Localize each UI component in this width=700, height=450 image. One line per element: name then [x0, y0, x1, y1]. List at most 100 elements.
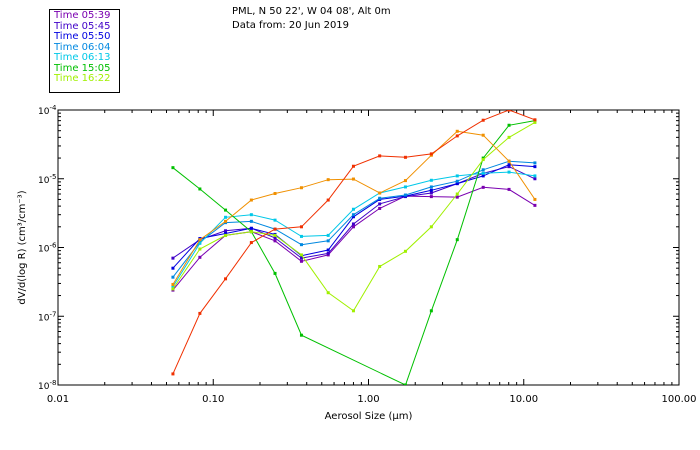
data-point-s3-9: [403, 193, 407, 197]
data-point-s4-7: [351, 207, 355, 211]
data-point-s2-7: [351, 215, 355, 219]
data-point-s7-9: [403, 179, 407, 183]
data-point-s2-3: [249, 226, 253, 230]
data-point-s7-1: [198, 238, 202, 242]
data-point-s5-8: [455, 238, 459, 242]
data-point-s3-5: [299, 243, 303, 247]
data-point-s6-14: [533, 120, 537, 124]
data-point-s3-7: [351, 213, 355, 217]
data-point-s0-7: [351, 225, 355, 229]
data-point-s8-3: [249, 241, 253, 245]
data-point-s7-2: [224, 219, 228, 223]
data-point-s2-13: [507, 163, 511, 167]
data-point-s6-0: [171, 287, 175, 291]
data-point-s6-13: [507, 135, 511, 139]
data-point-s8-11: [455, 134, 459, 138]
data-point-s2-2: [224, 231, 228, 235]
plot-frame: [57, 109, 680, 386]
data-point-s6-7: [351, 309, 355, 313]
data-point-s7-12: [481, 133, 485, 137]
data-point-s5-1: [198, 187, 202, 191]
data-point-s4-1: [198, 241, 202, 245]
data-point-s3-12: [481, 168, 485, 172]
data-point-s7-13: [507, 159, 511, 163]
data-point-s0-14: [533, 203, 537, 207]
data-point-s5-4: [273, 271, 277, 275]
data-point-s8-5: [299, 225, 303, 229]
data-point-s6-10: [429, 225, 433, 229]
data-point-s0-10: [429, 195, 433, 199]
data-point-s5-5: [299, 333, 303, 337]
data-point-s2-12: [481, 174, 485, 178]
legend-entry-0550: Time 05:50: [54, 31, 111, 42]
data-point-s0-12: [481, 185, 485, 189]
data-point-s6-8: [378, 264, 382, 268]
header-location: PML, N 50 22', W 04 08', Alt 0m: [232, 6, 391, 17]
data-point-s4-14: [533, 174, 537, 178]
data-point-s6-6: [326, 291, 330, 295]
data-point-s1-8: [378, 202, 382, 206]
x-tick-label: 100.00: [662, 394, 697, 405]
legend-entry-1505: Time 15:05: [54, 62, 111, 74]
data-point-s3-3: [249, 219, 253, 223]
series-group: [171, 110, 537, 385]
header-date: Data from: 20 Jun 2019: [232, 20, 350, 31]
legend-entry-0539: Time 05:39: [54, 10, 111, 21]
data-point-s1-7: [351, 222, 355, 226]
data-point-s7-3: [249, 198, 253, 202]
data-point-s1-0: [171, 256, 175, 260]
data-point-s8-1: [198, 311, 202, 315]
data-point-s0-5: [299, 259, 303, 263]
data-point-s6-9: [403, 249, 407, 253]
legend-entry-0545: Time 05:45: [54, 20, 111, 32]
data-point-s3-10: [429, 185, 433, 189]
series-line-0: [172, 186, 536, 291]
data-point-s7-11: [455, 129, 459, 133]
data-point-s2-14: [533, 165, 537, 169]
data-point-s6-2: [224, 233, 228, 237]
legend: Time 05:39 Time 05:45 Time 05:50 Time 06…: [49, 9, 120, 93]
data-point-s1-4: [273, 236, 277, 240]
data-point-s7-5: [299, 186, 303, 190]
data-point-s7-8: [378, 191, 382, 195]
data-point-s1-13: [507, 165, 511, 169]
data-point-s8-6: [326, 198, 330, 202]
series-line-4: [172, 171, 535, 287]
data-point-s4-11: [455, 174, 459, 178]
data-point-s8-4: [273, 227, 277, 231]
data-point-s8-12: [481, 118, 485, 122]
data-point-s6-5: [299, 253, 303, 257]
data-point-s4-13: [507, 170, 511, 174]
y-tick-label: 10-8: [38, 379, 56, 392]
x-tick-label: 1.00: [357, 394, 379, 405]
y-tick-label: 10-5: [38, 173, 56, 186]
y-axis-label: dV/d(log R) (cm³/cm⁻³): [17, 190, 28, 304]
data-point-s4-2: [224, 215, 228, 219]
data-point-s4-10: [429, 178, 433, 182]
y-tick-label: 10-6: [38, 242, 57, 255]
series-line-5: [172, 120, 535, 385]
data-point-s2-6: [326, 248, 330, 252]
data-point-s6-1: [198, 247, 202, 251]
data-point-s6-4: [273, 233, 277, 237]
data-point-s1-5: [299, 256, 303, 260]
data-point-s4-12: [481, 171, 485, 175]
data-point-s7-0: [171, 282, 175, 286]
x-tick-label: 10.00: [509, 394, 538, 405]
data-point-s0-11: [455, 195, 459, 199]
data-point-s5-2: [224, 208, 228, 212]
data-point-s8-0: [171, 372, 175, 376]
data-point-s2-10: [429, 188, 433, 192]
legend-entry-1622: Time 16:22: [54, 73, 111, 84]
data-point-s5-10: [507, 123, 511, 127]
data-point-s8-9: [403, 155, 407, 159]
data-point-s3-6: [326, 239, 330, 243]
data-point-s8-13: [507, 110, 511, 112]
data-point-s1-10: [429, 191, 433, 195]
data-point-s8-8: [378, 154, 382, 158]
data-point-s7-6: [326, 178, 330, 182]
data-point-s4-6: [326, 233, 330, 237]
legend-entry-0613: Time 06:13: [54, 52, 111, 63]
data-point-s3-11: [455, 179, 459, 183]
